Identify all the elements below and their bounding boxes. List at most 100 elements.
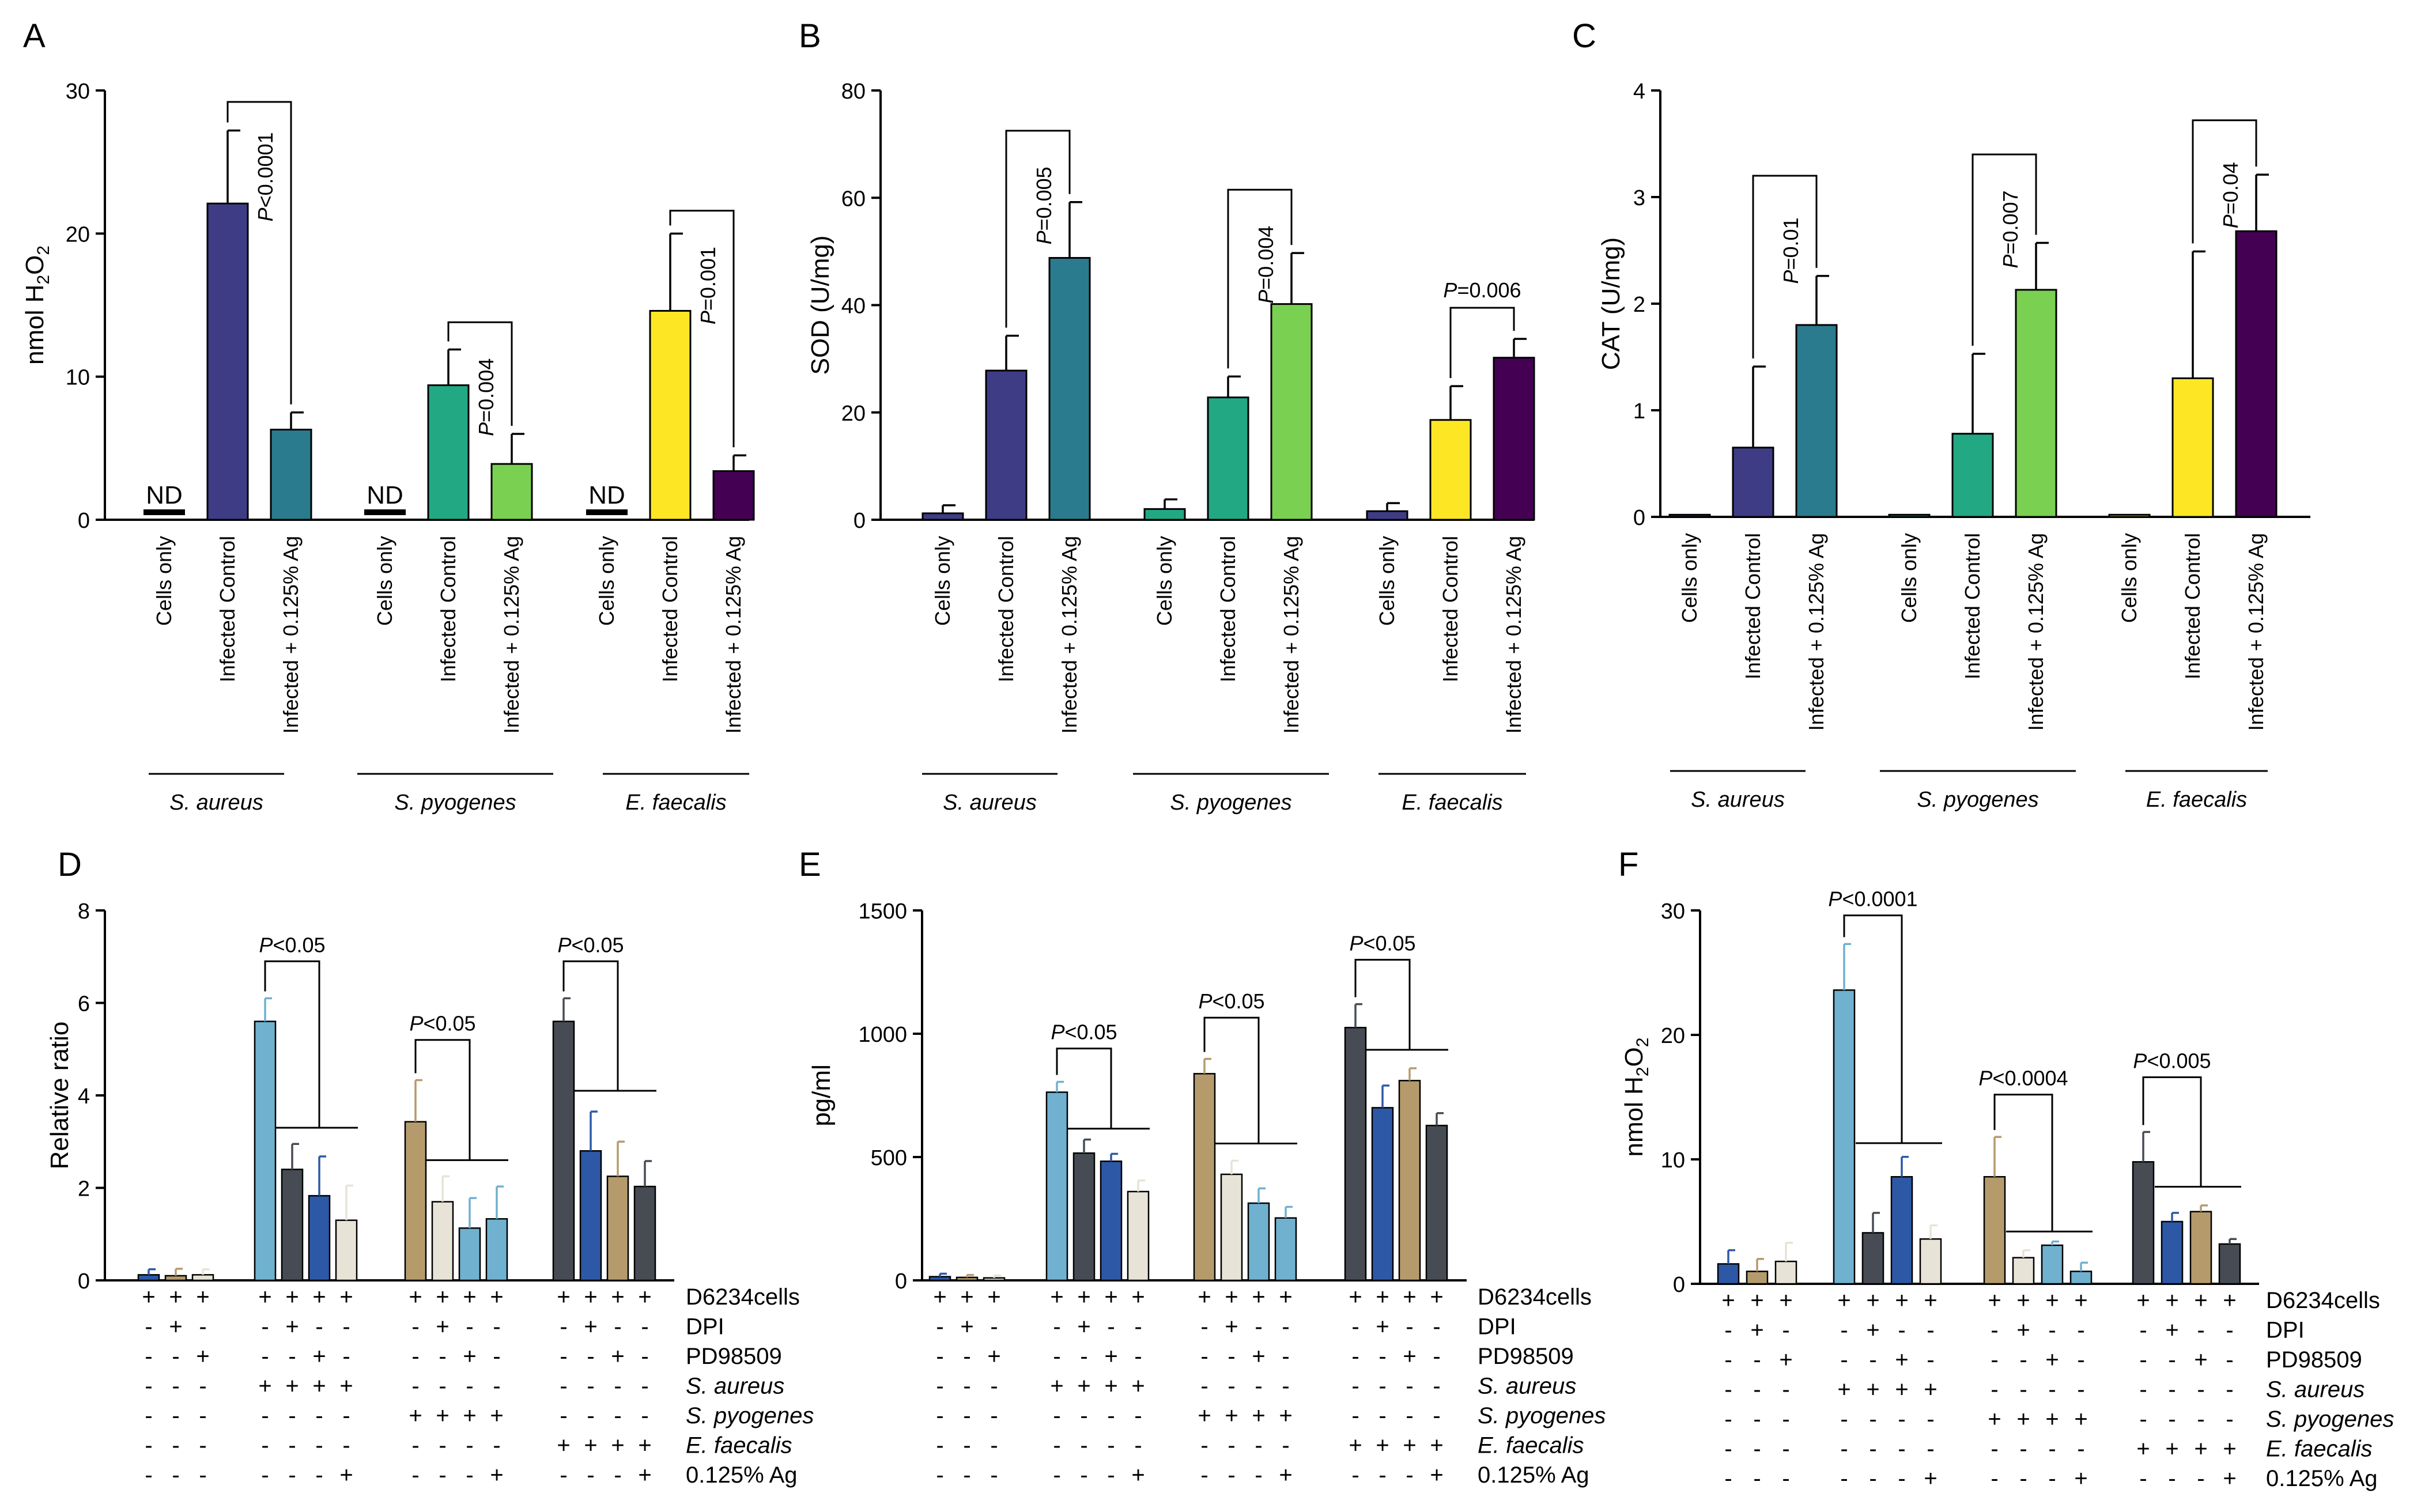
treatment-sign: - <box>1724 1347 1732 1373</box>
treatment-sign: - <box>2168 1347 2176 1373</box>
treatment-sign: - <box>1406 1374 1413 1399</box>
treatment-sign: + <box>339 1284 353 1310</box>
treatment-table: + + + + + + + + + + + + + + + D6234cells- + - - + - - - + - - - + - -… <box>1721 1288 2394 1491</box>
treatment-sign: - <box>2226 1318 2233 1343</box>
group-0: Cells only Infected Control Infected + 0.1… <box>921 130 1091 815</box>
treatment-sign: - <box>990 1403 998 1428</box>
nd-label: ND <box>367 481 403 509</box>
treatment-sign: + <box>1279 1462 1292 1488</box>
treatment-sign: - <box>1053 1344 1060 1369</box>
group-label: S. aureus <box>169 791 263 815</box>
treatment-sign: + <box>142 1284 155 1310</box>
panel-letter: C <box>1572 17 1596 55</box>
treatment-sign: - <box>1433 1344 1440 1369</box>
treatment-sign: - <box>199 1374 206 1399</box>
treatment-sign: + <box>584 1433 597 1458</box>
group-label: S. pyogenes <box>394 791 516 815</box>
treatment-sign: - <box>614 1403 621 1428</box>
p-value-label: P<0.0001 <box>254 132 277 221</box>
bar <box>1048 257 1091 521</box>
significance-bracket <box>1993 1094 2053 1232</box>
p-value-label: P=0.007 <box>1999 190 2022 268</box>
treatment-sign: + <box>436 1403 449 1428</box>
treatment-sign: - <box>1927 1318 1934 1343</box>
treatment-sign: - <box>1898 1466 1905 1491</box>
group-0: ND Cells only Infected Control Infected + 0… <box>143 101 312 815</box>
bar <box>2218 1243 2241 1285</box>
bar <box>1951 433 1994 518</box>
y-tick-label: 0 <box>1673 1273 1685 1297</box>
treatment-sign: - <box>560 1462 567 1488</box>
group-3: P<0.005 <box>2132 1049 2241 1285</box>
treatment-sign: + <box>2194 1437 2207 1462</box>
y-axis-label: SOD (U/mg) <box>806 236 834 375</box>
p-italic: P <box>1198 989 1212 1013</box>
y-tick-label: 6 <box>78 992 90 1016</box>
treatment-sign: + <box>312 1344 326 1369</box>
treatment-sign: + <box>2194 1288 2207 1313</box>
treatment-sign: - <box>315 1314 323 1340</box>
treatment-row-label: PD98509 <box>1478 1344 1574 1369</box>
treatment-sign: + <box>1225 1314 1238 1340</box>
treatment-sign: - <box>342 1344 350 1369</box>
treatment-sign: - <box>1991 1318 1998 1343</box>
group-1: P<0.05 <box>254 933 358 1282</box>
y-tick-label: 4 <box>1633 80 1645 104</box>
category-label: Infected Control <box>2181 533 2204 679</box>
treatment-sign: - <box>1080 1344 1087 1369</box>
treatment-sign: - <box>1351 1314 1359 1340</box>
treatment-sign: - <box>2197 1377 2204 1403</box>
category-label: Infected Control <box>1741 533 1765 679</box>
treatment-sign: + <box>611 1433 624 1458</box>
treatment-sign: + <box>490 1403 503 1428</box>
treatment-sign: - <box>2019 1437 2027 1462</box>
treatment-sign: + <box>1050 1374 1063 1399</box>
treatment-sign: - <box>493 1374 500 1399</box>
treatment-sign: - <box>1282 1433 1289 1458</box>
treatment-sign: - <box>936 1344 943 1369</box>
bar <box>2041 1244 2064 1285</box>
treatment-sign: - <box>1724 1377 1732 1403</box>
p-rest: <0.05 <box>1212 989 1264 1013</box>
treatment-table: + + + + + + + + + + + + + + + D6234cells- + - - + - - - + - - - + - -… <box>142 1284 814 1488</box>
treatment-sign: - <box>1107 1314 1115 1340</box>
y-axis-label-part: nmol H <box>1620 1076 1648 1156</box>
group-label: S. pyogenes <box>1170 791 1291 815</box>
treatment-sign: - <box>1080 1433 1087 1458</box>
treatment-sign: - <box>1053 1314 1060 1340</box>
p-rest: <0.05 <box>273 933 325 957</box>
treatment-sign: - <box>1898 1318 1905 1343</box>
bar <box>633 1185 656 1282</box>
group-1: P<0.05 <box>1045 1020 1150 1282</box>
treatment-sign: - <box>1053 1403 1060 1428</box>
treatment-sign: - <box>1351 1374 1359 1399</box>
treatment-sign: - <box>2019 1377 2027 1403</box>
treatment-sign: - <box>1840 1347 1848 1373</box>
nd-bar <box>143 509 185 515</box>
treatment-row-label: 0.125% Ag <box>686 1462 798 1488</box>
treatment-sign: - <box>315 1403 323 1428</box>
treatment-sign: + <box>584 1284 597 1310</box>
y-tick-label: 2 <box>78 1177 90 1201</box>
treatment-sign: + <box>1077 1284 1090 1310</box>
treatment-sign: - <box>145 1403 152 1428</box>
bar <box>1398 1080 1421 1282</box>
treatment-row-label: D6234cells <box>686 1284 800 1310</box>
treatment-sign: - <box>1378 1344 1386 1369</box>
treatment-sign: + <box>285 1284 299 1310</box>
treatment-sign: - <box>411 1374 419 1399</box>
treatment-sign: - <box>1107 1403 1115 1428</box>
treatment-sign: - <box>288 1462 296 1488</box>
group-label: E. faecalis <box>1402 791 1502 815</box>
bar <box>164 1275 187 1282</box>
treatment-sign: + <box>1279 1284 1292 1310</box>
treatment-sign: - <box>1378 1462 1386 1488</box>
p-value-label: P<0.05 <box>1051 1020 1117 1044</box>
treatment-sign: + <box>2016 1407 2030 1432</box>
treatment-sign: - <box>2048 1377 2056 1403</box>
bar <box>1270 303 1313 521</box>
bar <box>1127 1190 1150 1282</box>
treatment-sign: - <box>963 1462 970 1488</box>
treatment-sign: - <box>172 1403 179 1428</box>
